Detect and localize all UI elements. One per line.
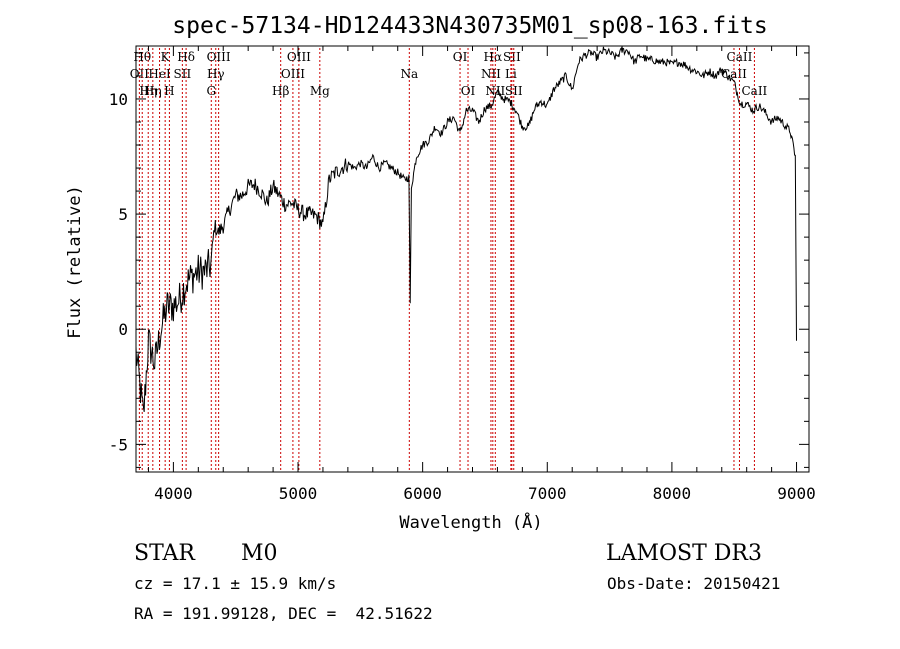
line-marker-label: CaII — [727, 50, 753, 64]
x-tick-label: 4000 — [154, 484, 193, 503]
redshift-text: cz = 17.1 ± 15.9 km/s — [134, 574, 337, 593]
line-marker-label: Na — [400, 67, 418, 81]
class-label: STAR — [134, 541, 195, 566]
line-marker-label: CaII — [741, 84, 767, 98]
line-marker-label: OIII — [281, 67, 305, 81]
line-marker-label: Hα — [484, 50, 503, 64]
line-marker-label: OI — [461, 84, 476, 98]
x-tick-label: 8000 — [653, 484, 692, 503]
line-marker-label: Hη — [139, 84, 157, 98]
line-marker-label: OIII — [287, 50, 311, 64]
line-marker-label: OIII — [207, 50, 231, 64]
x-tick-label: 6000 — [403, 484, 442, 503]
line-marker-label: G — [206, 84, 216, 98]
line-marker-label: Li — [505, 67, 517, 81]
radec-text: RA = 191.99128, DEC = 42.51622 — [134, 604, 433, 623]
y-tick-label: 5 — [118, 205, 128, 224]
series-group — [135, 46, 797, 412]
line-marker-label: Hη — [144, 84, 162, 98]
line-marker-label: OII — [130, 67, 150, 81]
line-marker-label: Hγ — [207, 67, 225, 81]
line-marker-label: H — [164, 84, 174, 98]
line-marker-label: Hθ — [133, 50, 151, 64]
x-tick-label: 9000 — [777, 484, 816, 503]
y-axis-label: Flux (relative) — [65, 185, 85, 339]
line-markers: OIIHθHηHηHeIKHSIIHδGHγOIIIHβOIIIOIIIMgNa… — [130, 48, 768, 472]
line-marker-label: Mg — [310, 84, 330, 98]
y-tick-label: -5 — [109, 435, 128, 454]
chart-title: spec-57134-HD124433N430735M01_sp08-163.f… — [172, 13, 767, 39]
survey-label: LAMOST DR3 — [606, 541, 762, 566]
line-marker-label: HeI — [148, 67, 171, 81]
x-tick-label: 5000 — [279, 484, 318, 503]
y-tick-label: 0 — [118, 320, 128, 339]
line-marker-label: SII — [505, 84, 523, 98]
line-marker-label: CaII — [721, 67, 747, 81]
line-marker-label: NII — [481, 67, 501, 81]
obs-date-text: Obs-Date: 20150421 — [607, 574, 781, 593]
x-axis-label: Wavelength (Å) — [399, 511, 542, 533]
subclass-label: M0 — [241, 541, 278, 566]
series-line — [135, 46, 797, 412]
line-marker-label: SII — [174, 67, 192, 81]
line-marker-label: K — [161, 50, 171, 64]
line-marker-label: OI — [453, 50, 468, 64]
line-marker-label: SII — [503, 50, 521, 64]
axes: 4000 5000 6000 7000 8000 9000 -5 0 5 10 — [109, 46, 816, 503]
line-marker-label: Hδ — [177, 50, 195, 64]
x-tick-label: 7000 — [528, 484, 567, 503]
line-marker-label: Hβ — [272, 84, 289, 98]
y-tick-label: 10 — [109, 90, 128, 109]
